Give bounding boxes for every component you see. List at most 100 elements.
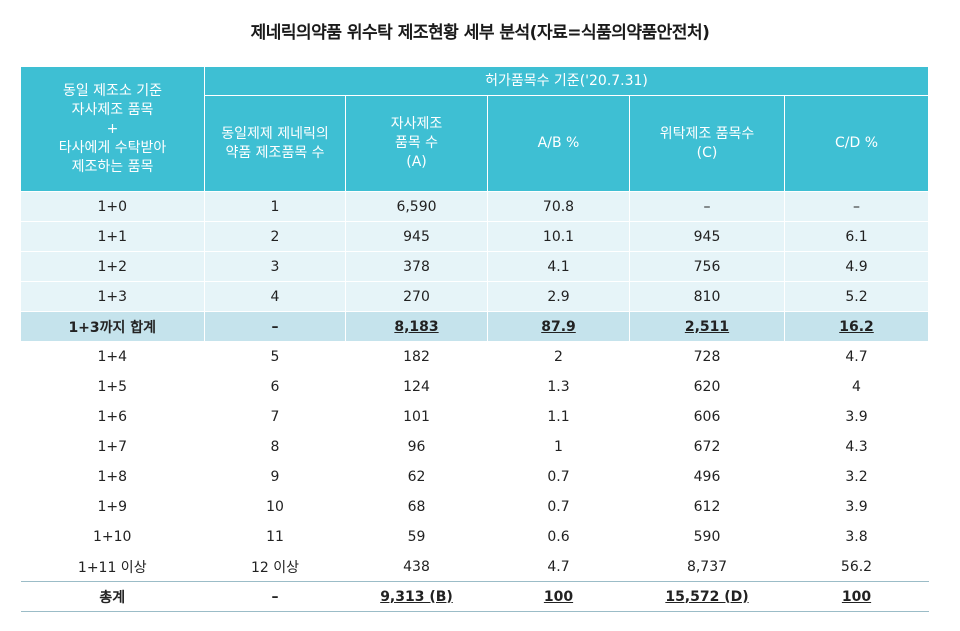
header-ab-percent: A/B % (487, 95, 630, 192)
page-title: 제네릭의약품 위수탁 제조현황 세부 분석(자료=식품의약품안전처) (250, 23, 710, 43)
ab-percent: 1.3 (487, 371, 630, 402)
row-label: 1+3까지 합계 (20, 311, 205, 342)
own-count: 9,313 (B) (345, 581, 488, 612)
row-label: 1+7 (20, 431, 205, 462)
cd-percent: 16.2 (784, 311, 929, 342)
consigned-count-value: 2,511 (684, 318, 730, 335)
table-row: 1+5 6 124 1.3 620 4 (20, 371, 929, 402)
table-row: 1+3 4 270 2.9 810 5.2 (20, 281, 929, 312)
row-label: 1+11 이상 (20, 551, 205, 582)
consigned-count: 756 (629, 251, 785, 282)
own-count-value: 8,183 (394, 318, 439, 335)
row-label: 1+1 (20, 221, 205, 252)
header-line: 타사에게 수탁받아 (58, 139, 167, 156)
table-row: 1+10 11 59 0.6 590 3.8 (20, 521, 929, 552)
header-cd-percent: C/D % (784, 95, 929, 192)
header-line: (C) (696, 144, 718, 161)
cd-percent: 3.8 (784, 521, 929, 552)
cd-percent: 100 (784, 581, 929, 612)
row-label: 1+6 (20, 401, 205, 432)
header-generic-count: 동일제제 제네릭의 약품 제조품목 수 (204, 95, 346, 192)
generic-count: 8 (204, 431, 346, 462)
ab-percent: 1 (487, 431, 630, 462)
own-count-value: 9,313 (B) (380, 588, 453, 605)
cd-percent: 4.9 (784, 251, 929, 282)
ab-percent: 1.1 (487, 401, 630, 432)
table-row: 1+1 2 945 10.1 945 6.1 (20, 221, 929, 252)
ab-percent: 100 (487, 581, 630, 612)
header-line: 자사제조 (390, 116, 443, 132)
own-count: 101 (345, 401, 488, 432)
own-count: 270 (345, 281, 488, 312)
row-label: 1+10 (20, 521, 205, 552)
own-count: 124 (345, 371, 488, 402)
consigned-count: 2,511 (629, 311, 785, 342)
own-count: 62 (345, 461, 488, 492)
header-consigned-manufacture: 위탁제조 품목수 (C) (629, 95, 785, 192)
ab-percent: 70.8 (487, 191, 630, 222)
ab-percent: 2 (487, 341, 630, 372)
header-line: 제조하는 품목 (71, 158, 154, 175)
ab-percent: 2.9 (487, 281, 630, 312)
generic-count: 2 (204, 221, 346, 252)
generic-count: 6 (204, 371, 346, 402)
cd-percent-value: 16.2 (839, 318, 874, 335)
own-count: 438 (345, 551, 488, 582)
cd-percent: 4 (784, 371, 929, 402)
generic-count: 11 (204, 521, 346, 552)
row-label: 1+3 (20, 281, 205, 312)
generic-count: 4 (204, 281, 346, 312)
generic-count: 9 (204, 461, 346, 492)
header-line: + (106, 120, 119, 137)
generic-count: – (204, 581, 346, 612)
table-row: 1+4 5 182 2 728 4.7 (20, 341, 929, 372)
ab-percent-value: 87.9 (541, 318, 576, 335)
generic-count: 12 이상 (204, 551, 346, 582)
consigned-count: – (629, 191, 785, 222)
cd-percent: 3.9 (784, 401, 929, 432)
own-count: 68 (345, 491, 488, 522)
row-label: 1+9 (20, 491, 205, 522)
own-count: 59 (345, 521, 488, 552)
own-count: 182 (345, 341, 488, 372)
own-count: 8,183 (345, 311, 488, 342)
ab-percent: 0.7 (487, 461, 630, 492)
table-row: 1+0 1 6,590 70.8 – – (20, 191, 929, 222)
ab-percent: 87.9 (487, 311, 630, 342)
header-own-manufacture: 자사제조 품목 수 (A) (345, 95, 488, 192)
cd-percent: – (784, 191, 929, 222)
own-count: 6,590 (345, 191, 488, 222)
consigned-count-value: 15,572 (D) (665, 588, 749, 605)
consigned-count: 728 (629, 341, 785, 372)
consigned-count: 945 (629, 221, 785, 252)
consigned-count: 15,572 (D) (629, 581, 785, 612)
header-line: (A) (406, 154, 427, 170)
generic-count: 10 (204, 491, 346, 522)
generic-count: 5 (204, 341, 346, 372)
consigned-count: 810 (629, 281, 785, 312)
table-row: 1+2 3 378 4.1 756 4.9 (20, 251, 929, 282)
consigned-count: 496 (629, 461, 785, 492)
table-row: 1+6 7 101 1.1 606 3.9 (20, 401, 929, 432)
consigned-count: 620 (629, 371, 785, 402)
subtotal-row: 1+3까지 합계 – 8,183 87.9 2,511 16.2 (20, 311, 929, 342)
own-count: 945 (345, 221, 488, 252)
row-label: 1+2 (20, 251, 205, 282)
consigned-count: 672 (629, 431, 785, 462)
header-line: 동일제제 제네릭의 (221, 125, 329, 142)
generic-count: 7 (204, 401, 346, 432)
ab-percent: 4.7 (487, 551, 630, 582)
header-line: 위탁제조 품목수 (659, 125, 755, 142)
header-line: 약품 제조품목 수 (225, 144, 325, 161)
cd-percent: 4.3 (784, 431, 929, 462)
cd-percent: 4.7 (784, 341, 929, 372)
own-count: 378 (345, 251, 488, 282)
cd-percent: 3.9 (784, 491, 929, 522)
cd-percent: 5.2 (784, 281, 929, 312)
row-label: 1+0 (20, 191, 205, 222)
cd-percent: 3.2 (784, 461, 929, 492)
header-line: 동일 제조소 기준 (62, 82, 163, 99)
table-row: 1+8 9 62 0.7 496 3.2 (20, 461, 929, 492)
header-same-site-basis: 동일 제조소 기준 자사제조 품목 + 타사에게 수탁받아 제조하는 품목 (20, 66, 205, 192)
header-line: 자사제조 품목 (71, 101, 154, 118)
